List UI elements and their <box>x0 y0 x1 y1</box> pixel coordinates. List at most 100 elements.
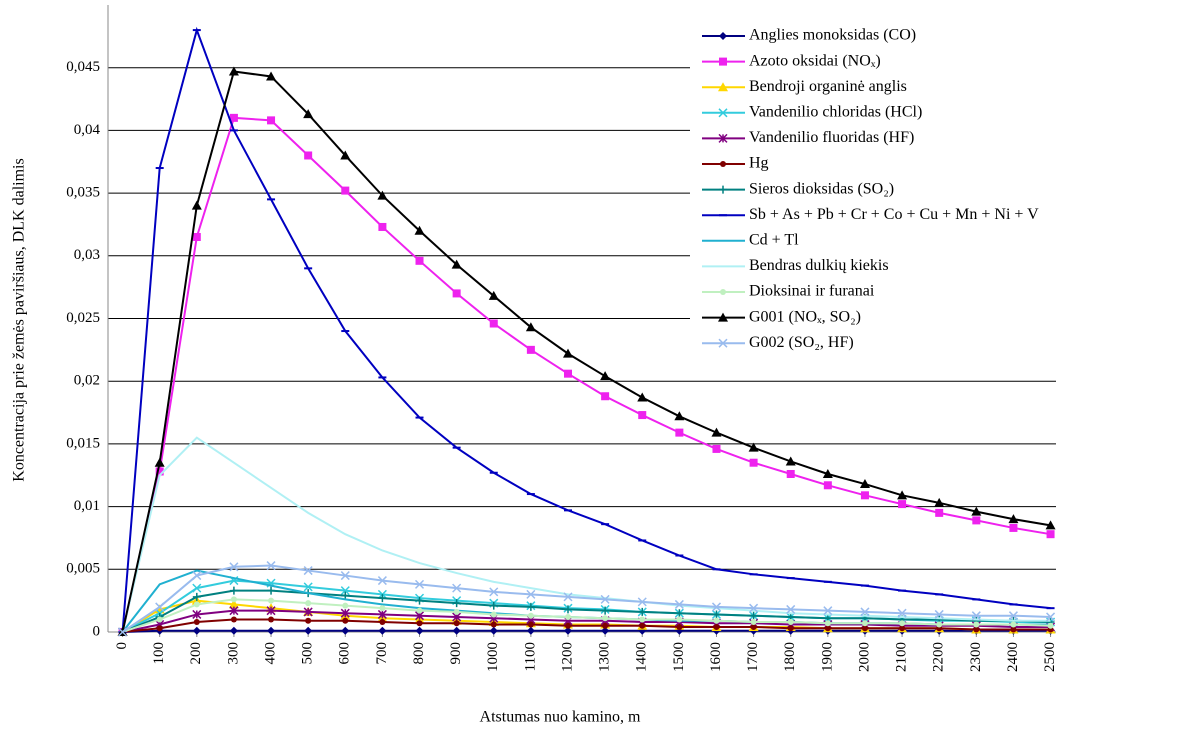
marker <box>971 506 982 516</box>
marker <box>674 411 685 421</box>
marker <box>719 185 727 194</box>
series-line <box>122 589 1051 633</box>
series-line <box>122 564 1051 633</box>
series <box>121 436 1051 633</box>
x-tick-label: 1200 <box>559 642 575 672</box>
marker <box>935 508 944 517</box>
marker <box>823 606 833 616</box>
marker <box>602 622 609 629</box>
legend-label: Bendras dulkių kiekis <box>749 257 889 274</box>
marker <box>303 582 313 592</box>
marker <box>750 623 757 630</box>
marker <box>192 609 202 619</box>
marker <box>453 620 460 627</box>
marker <box>192 571 202 581</box>
y-tick-label: 0,025 <box>66 310 100 326</box>
marker <box>488 290 499 300</box>
marker <box>564 369 572 378</box>
legend-label: Cd + Tl <box>749 231 799 248</box>
x-tick-label: 1000 <box>485 642 501 672</box>
series-line <box>122 629 1051 633</box>
y-tick-label: 0,02 <box>74 373 100 389</box>
marker <box>711 602 722 612</box>
marker <box>972 516 981 525</box>
marker <box>750 618 757 625</box>
marker <box>934 497 945 507</box>
series-line <box>121 116 1051 633</box>
marker <box>600 371 611 381</box>
marker <box>267 626 276 635</box>
x-tick-label: 900 <box>448 642 464 665</box>
marker <box>379 618 386 625</box>
marker <box>229 586 238 595</box>
marker <box>1046 530 1055 539</box>
marker <box>526 589 536 599</box>
marker <box>601 606 610 615</box>
marker <box>192 583 202 593</box>
y-tick-label: 0,035 <box>66 185 100 201</box>
legend-label: Sb + As + Pb + Cr + Co + Cu + Mn + Ni + … <box>749 206 1039 223</box>
marker <box>379 605 386 612</box>
series <box>118 113 1055 636</box>
marker <box>490 621 497 628</box>
marker <box>415 596 424 605</box>
marker <box>720 289 726 295</box>
marker <box>228 599 239 609</box>
series-line <box>122 618 1051 633</box>
marker <box>193 618 200 625</box>
marker <box>490 611 497 618</box>
x-tick-label: 2100 <box>894 642 910 672</box>
marker <box>638 607 647 616</box>
marker <box>340 608 350 618</box>
x-tick-label: 1900 <box>819 642 835 672</box>
marker <box>377 609 387 619</box>
marker <box>489 319 498 328</box>
marker <box>452 599 461 608</box>
marker <box>749 458 758 467</box>
marker <box>230 616 237 623</box>
x-tick-label: 1800 <box>782 642 798 672</box>
legend-label: Anglies monoksidas (CO) <box>749 27 916 44</box>
marker <box>1008 611 1018 621</box>
marker <box>713 617 720 624</box>
marker <box>822 468 833 478</box>
marker <box>267 116 276 125</box>
marker <box>786 604 796 614</box>
x-axis-label: Atstumas nuo kamino, m <box>480 709 641 726</box>
marker <box>861 620 868 627</box>
marker <box>824 625 831 632</box>
marker <box>934 609 944 619</box>
marker <box>860 491 869 500</box>
marker <box>452 626 461 635</box>
x-tick-label: 700 <box>374 642 390 665</box>
marker <box>378 222 387 231</box>
marker <box>340 150 351 160</box>
marker <box>786 469 795 478</box>
marker <box>229 626 238 635</box>
series-line <box>122 609 1051 633</box>
series <box>118 26 1055 633</box>
marker <box>637 392 648 402</box>
x-tick-label: 1600 <box>708 642 724 672</box>
marker <box>268 597 275 604</box>
marker <box>303 607 313 617</box>
legend-label: Dioksinai ir furanai <box>749 283 875 300</box>
marker <box>341 626 350 635</box>
marker <box>713 623 720 630</box>
marker <box>565 613 571 620</box>
x-tick-label: 2000 <box>856 642 872 672</box>
marker <box>377 190 388 200</box>
marker <box>228 66 239 76</box>
marker <box>489 626 498 635</box>
legend-label: Hg <box>749 155 769 172</box>
marker <box>378 594 387 603</box>
marker <box>564 626 572 635</box>
marker <box>266 561 276 571</box>
marker <box>719 32 727 40</box>
legend-label: Vandenilio fluoridas (HF) <box>749 129 914 146</box>
marker <box>192 232 201 241</box>
marker <box>451 259 462 269</box>
marker <box>303 109 314 119</box>
marker <box>718 108 728 118</box>
